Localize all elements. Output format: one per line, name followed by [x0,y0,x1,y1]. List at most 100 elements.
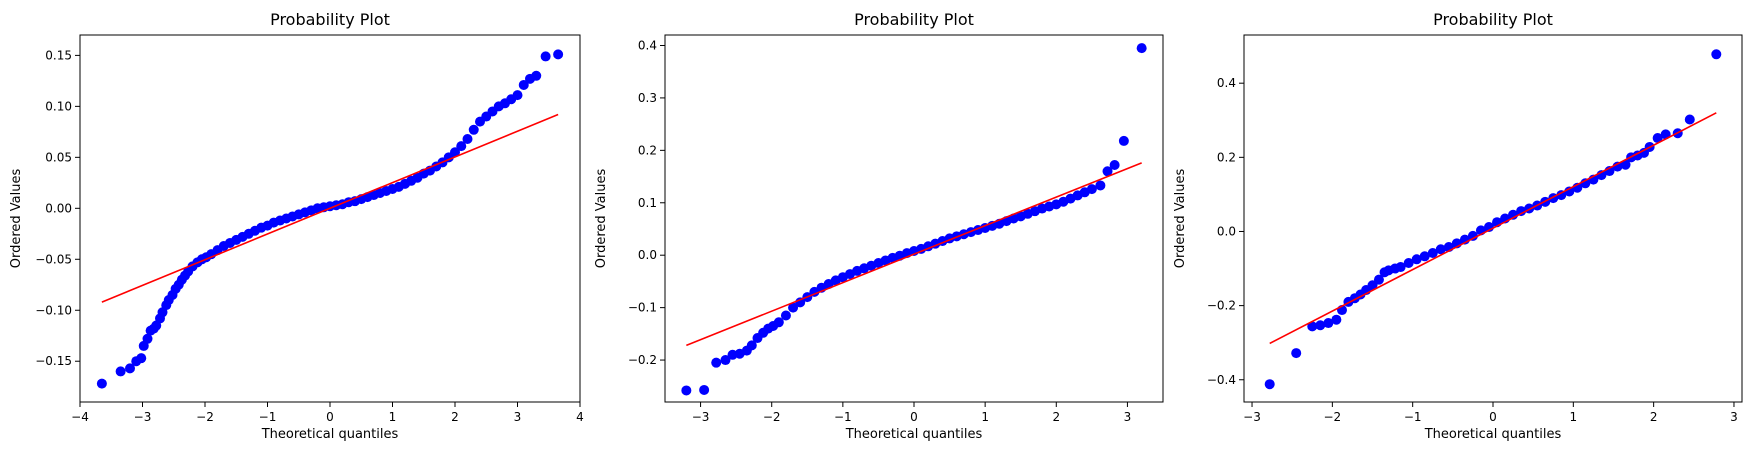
y-axis-label: Ordered Values [9,169,24,269]
data-point [1291,348,1302,359]
data-point [1516,206,1527,217]
data-point [512,90,523,101]
data-point [462,133,473,144]
data-point [1652,133,1663,144]
x-tick-label: 2 [451,410,459,424]
y-tick-label: −0.2 [1207,299,1236,313]
chart-panel-2: −3 −2 −1 0 1 2 3 −0.2 −0.1 0.0 0.1 0.2 0.3 0.4 Probabi… [594,10,1164,442]
chart-title: Probability Plot [854,10,974,29]
data-point [531,70,542,81]
data-point [1086,184,1097,195]
data-point [553,49,564,60]
y-tick-label: 0.1 [638,196,657,210]
axes-frame [79,34,581,403]
x-tick-label: −2 [763,410,781,424]
x-tick-label: −3 [692,410,710,424]
x-tick-label: −1 [1404,410,1422,424]
data-points [1264,49,1722,390]
x-axis-label: Theoretical quantiles [261,427,399,442]
y-tick-label: 0.0 [1217,224,1236,238]
data-point [711,357,722,368]
y-tick-label: 0.10 [45,99,72,113]
y-tick-label: −0.05 [35,252,72,266]
chart-title: Probability Plot [1433,10,1553,29]
data-point [96,378,107,389]
data-point [1564,186,1575,197]
x-tick-label: −3 [1243,410,1261,424]
data-point [1620,159,1631,170]
data-point [780,310,791,321]
x-tick-label: −1 [834,410,852,424]
y-tick-label: −0.4 [1207,373,1236,387]
y-tick-label: 0.00 [45,201,72,215]
data-point [115,366,126,377]
y-tick-label: 0.3 [638,91,657,105]
y-tick-label: 0.0 [638,248,657,262]
fit-line [686,162,1142,347]
data-point [1427,247,1438,258]
y-tick-label: −0.15 [35,354,72,368]
data-point [125,363,135,374]
x-tick-label: −3 [134,410,152,424]
data-point [1684,114,1695,125]
y-tick-label: 0.05 [45,150,72,164]
data-point [142,333,153,344]
y-axis-label: Ordered Values [594,169,609,269]
x-tick-label: 2 [1650,410,1658,424]
data-point [1612,161,1623,172]
data-point [1373,274,1384,285]
x-tick-label: 0 [1489,410,1497,424]
y-tick-label: 0.4 [638,38,657,52]
y-tick-label: 0.2 [638,143,657,157]
data-point [1095,180,1106,191]
data-point [1331,314,1342,325]
x-tick-label: −2 [196,410,214,424]
data-point [518,79,529,90]
data-point [1264,379,1275,390]
x-tick-label: 1 [1570,410,1578,424]
data-point [1467,230,1478,241]
y-tick-label: 0.4 [1217,76,1236,90]
x-tick-label: 3 [1730,410,1738,424]
axes-frame [664,34,1164,403]
y-tick-label: −0.2 [628,353,657,367]
data-point [1580,178,1591,189]
data-point [773,317,784,328]
data-point [1118,135,1129,146]
data-point [795,297,806,308]
data-point [1315,320,1326,331]
data-point [1102,166,1113,177]
x-tick-label: 0 [910,410,918,424]
data-point [1556,190,1567,201]
data-point [450,147,460,158]
data-point [1323,318,1334,329]
data-point [1395,262,1406,273]
chart-title: Probability Plot [270,10,390,29]
data-points [96,49,564,389]
data-point [1419,251,1430,262]
x-tick-label: 1 [981,410,989,424]
y-tick-label: 0.2 [1217,150,1236,164]
x-tick-label: −4 [71,410,89,424]
axes-frame [1243,34,1743,403]
y-axis-label: Ordered Values [1173,169,1188,269]
data-point [136,353,147,364]
y-tick-label: −0.1 [628,301,657,315]
data-point [1307,321,1318,332]
y-tick-label: −0.10 [35,303,72,317]
data-point [1403,257,1414,268]
x-tick-label: −2 [1324,410,1342,424]
data-point [468,124,479,135]
x-tick-label: 4 [576,410,584,424]
data-point [1711,49,1722,60]
data-point [720,355,731,366]
data-points [681,43,1147,396]
data-point [1411,254,1422,265]
x-tick-label: 0 [326,410,334,424]
chart-panel-3: −3 −2 −1 0 1 2 3 −0.4 −0.2 0.0 0.2 0.4 Probability P… [1173,10,1743,442]
x-tick-label: 3 [1124,410,1132,424]
x-tick-label: 1 [389,410,397,424]
data-point [1136,43,1147,54]
x-tick-label: 3 [514,410,522,424]
